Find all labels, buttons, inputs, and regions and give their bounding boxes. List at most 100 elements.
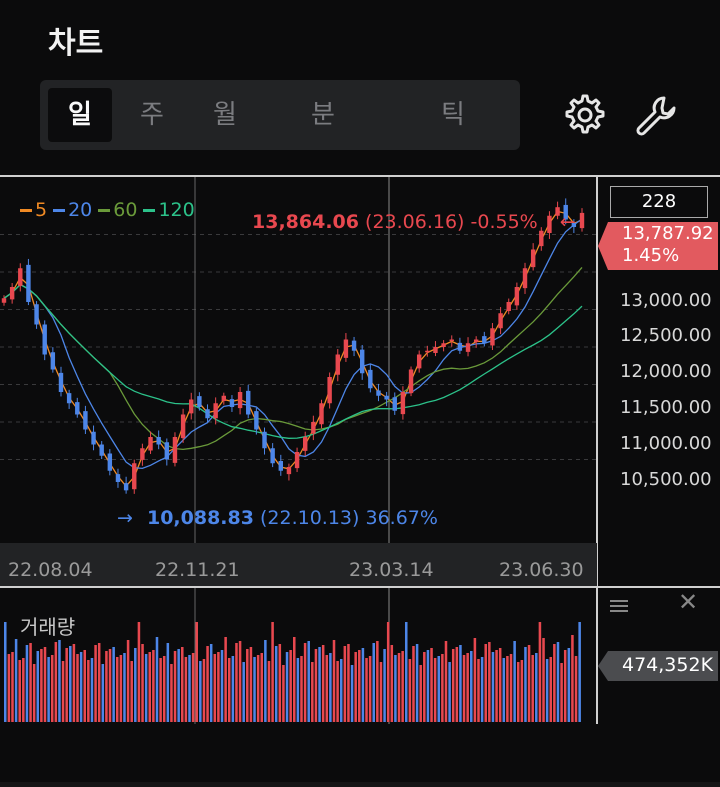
volume-bar [321,645,325,722]
candle [457,342,463,351]
volume-bar [372,643,376,722]
tab-week[interactable]: 주 [140,100,164,130]
volume-bar [209,644,213,722]
candle [343,339,349,358]
candle [359,349,365,374]
volume-bar [115,657,119,722]
volume-bar [394,655,397,722]
volume-bar [545,659,549,722]
volume-bar [488,642,491,722]
candle [213,403,218,419]
volume-bar [184,657,188,722]
hamburger-icon[interactable] [610,598,628,612]
volume-bar [549,657,553,722]
volume-bar [462,655,466,722]
volume-bar [97,643,101,722]
candle [327,377,332,404]
candle [563,204,568,220]
volume-bar [379,662,383,722]
candle [205,409,210,419]
volume-bar [368,656,372,722]
volume-bar [11,652,14,722]
top-divider [0,175,720,177]
volume-bar [343,646,347,722]
volume-bar [246,649,249,722]
volume-bar [18,660,21,722]
candle [579,212,585,229]
candle [319,403,324,425]
volume-bar [451,649,455,722]
candle [91,431,96,445]
volume-bar [509,654,513,722]
volume-bar [307,641,310,722]
volume-bar [311,662,314,722]
volume-bar [430,648,433,722]
volume-bar [144,654,148,722]
tab-day[interactable]: 일 [48,88,112,142]
volume-bar [195,622,198,722]
candle [335,354,340,375]
volume-bar [166,643,170,722]
low-annotation: → 10,088.83 (22.10.13) 36.67% [117,507,438,529]
volume-bar [480,657,484,722]
tab-tick[interactable]: 틱 [441,100,465,130]
volume-bar [170,664,173,722]
price-tick: 11,000.00 [620,433,712,454]
candle [376,390,381,396]
volume-bar [36,651,40,722]
candle [270,448,275,464]
tab-month[interactable]: 월 [213,100,237,130]
candle [416,354,422,369]
candle [75,402,80,415]
volume-bar [376,641,379,722]
candle [189,399,194,414]
volume-bar [61,661,65,722]
candle [482,336,487,344]
volume-bar [206,646,209,722]
candle [530,249,536,268]
candle [473,339,479,343]
candle [221,395,227,401]
wrench-icon[interactable] [634,92,680,138]
volume-bar [123,653,126,722]
candle [490,328,495,346]
volume-bar [574,656,578,722]
volume-bar [538,622,542,722]
candle [254,411,259,430]
volume-bar [516,662,520,722]
volume-bar [535,653,538,722]
volume-bar [347,644,350,722]
volume-bar [231,656,235,722]
volume-bar [76,654,79,722]
volume-bar [531,655,534,722]
volume-bar [108,649,112,722]
candle [180,414,186,439]
close-icon[interactable]: ✕ [678,588,699,616]
volume-bar [397,653,401,722]
volume-bar [224,637,227,722]
ma5-legend: 5 [20,199,47,221]
volume-bar [498,648,502,722]
candle [311,422,316,434]
volume-bar [542,638,545,722]
volume-bar [578,622,581,722]
volume-bar [567,648,571,722]
volume-bar [563,650,567,722]
volume-bar [408,659,412,722]
candle [351,340,357,351]
candle-count-box[interactable]: 228 [610,186,708,218]
volume-bar [227,658,231,722]
candle [172,437,178,463]
candle [9,287,15,300]
gear-icon[interactable] [560,92,606,138]
volume-bar [571,635,574,722]
tab-minute[interactable]: 분 [311,100,335,130]
candle [115,474,121,482]
volume-bar [134,648,137,722]
price-chart[interactable] [0,177,720,787]
candle [262,431,267,449]
volume-bar [358,650,361,722]
price-tick: 12,500.00 [620,325,712,346]
volume-bar [386,622,390,722]
volume-bar [54,642,58,722]
